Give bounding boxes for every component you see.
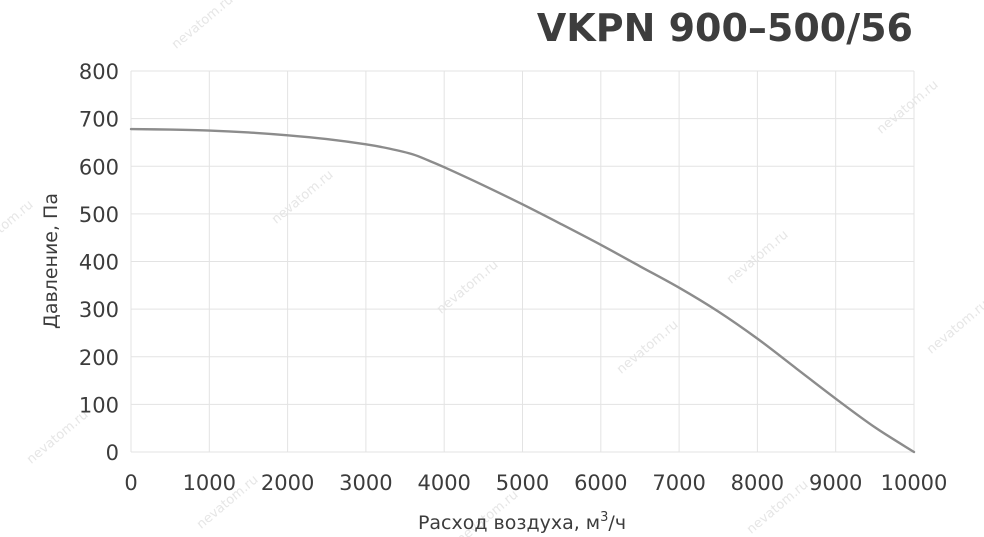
watermark-text: nevatom.ru bbox=[924, 297, 984, 357]
y-tick-label: 700 bbox=[79, 108, 119, 132]
y-axis-ticks: 0 100 200 300 400 500 600 700 800 bbox=[79, 60, 119, 465]
y-tick-label: 500 bbox=[79, 203, 119, 227]
x-tick-label: 1000 bbox=[183, 471, 236, 495]
x-tick-label: 4000 bbox=[417, 471, 470, 495]
y-tick-label: 800 bbox=[79, 60, 119, 84]
x-tick-label: 10000 bbox=[881, 471, 948, 495]
x-axis-ticks: 0 1000 2000 3000 4000 5000 6000 7000 8000 9000 100… bbox=[124, 471, 947, 495]
x-tick-label: 8000 bbox=[731, 471, 784, 495]
x-axis-label-suffix: /ч bbox=[608, 512, 626, 534]
x-tick-label: 0 bbox=[124, 471, 137, 495]
y-tick-label: 400 bbox=[79, 251, 119, 275]
y-tick-label: 100 bbox=[79, 393, 119, 417]
y-tick-label: 0 bbox=[106, 441, 119, 465]
y-axis-label: Давление, Па bbox=[40, 193, 62, 329]
y-tick-label: 600 bbox=[79, 155, 119, 179]
watermark-text: nevatom.ru bbox=[614, 317, 681, 377]
watermark-text: nevatom.ru bbox=[269, 167, 336, 227]
chart-grid bbox=[130, 70, 915, 453]
y-tick-label: 200 bbox=[79, 346, 119, 370]
x-tick-label: 3000 bbox=[339, 471, 392, 495]
x-axis-label-superscript: 3 bbox=[600, 510, 608, 525]
x-axis-label: Расход воздуха, м3/ч bbox=[418, 510, 626, 534]
series-layer bbox=[129, 127, 916, 454]
x-tick-label: 9000 bbox=[809, 471, 862, 495]
chart-title: VKPN 900–500/56 bbox=[537, 6, 913, 50]
watermark-text: nevatom.ru bbox=[169, 0, 236, 52]
x-axis-label-main: Расход воздуха, м bbox=[418, 512, 600, 534]
x-tick-label: 2000 bbox=[261, 471, 314, 495]
x-tick-label: 7000 bbox=[652, 471, 705, 495]
x-tick-label: 6000 bbox=[574, 471, 627, 495]
watermark-text: nevatom.ru bbox=[0, 197, 36, 257]
y-tick-label: 300 bbox=[79, 298, 119, 322]
x-tick-label: 5000 bbox=[496, 471, 549, 495]
series-line-0 bbox=[129, 127, 916, 454]
watermark-text: nevatom.ru bbox=[874, 77, 941, 137]
